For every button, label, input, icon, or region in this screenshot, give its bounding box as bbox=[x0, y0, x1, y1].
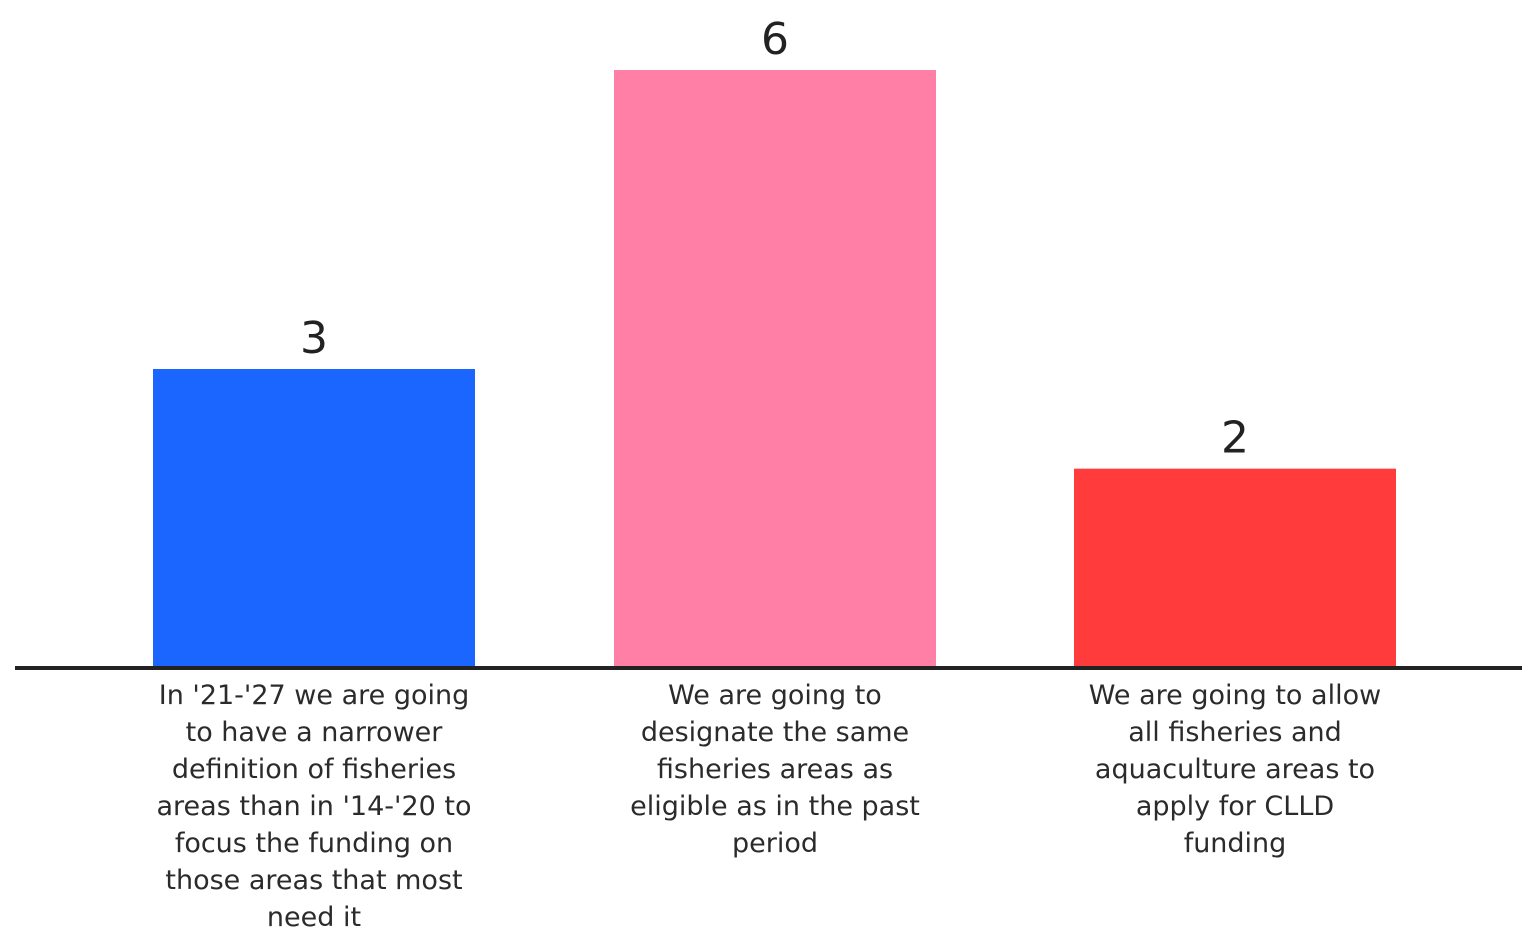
value-label-3: 2 bbox=[1221, 413, 1249, 464]
bars-group bbox=[153, 70, 1396, 668]
category-label-line: eligible as in the past bbox=[630, 791, 920, 822]
bar-1 bbox=[153, 369, 475, 668]
category-label-line: We are going to bbox=[668, 680, 882, 711]
category-label-1: In '21-'27 we are going to have a narrowe… bbox=[157, 680, 472, 928]
category-label-line: definition of fisheries bbox=[172, 754, 456, 785]
category-label-line: funding bbox=[1184, 828, 1287, 859]
category-label-line: focus the funding on bbox=[175, 828, 453, 859]
category-labels-group: In '21-'27 we are going to have a narrowe… bbox=[157, 680, 1382, 928]
category-label-line: aquaculture areas to bbox=[1095, 754, 1375, 785]
category-label-line: fisheries areas as bbox=[657, 754, 893, 785]
value-label-2: 6 bbox=[761, 14, 789, 65]
category-label-line: We are going to allow bbox=[1089, 680, 1381, 711]
category-label-line: In '21-'27 we are going bbox=[159, 680, 469, 711]
category-label-line: areas than in '14-'20 to bbox=[157, 791, 472, 822]
value-label-1: 3 bbox=[300, 313, 328, 364]
bar-2 bbox=[614, 70, 936, 668]
value-labels-group: 3 6 2 bbox=[300, 14, 1249, 464]
category-label-line: period bbox=[732, 828, 818, 859]
category-label-3: We are going to allow all fisheries and aq… bbox=[1089, 680, 1381, 859]
category-label-line: to have a narrower bbox=[186, 717, 444, 748]
category-label-line: all fisheries and bbox=[1128, 717, 1342, 748]
category-label-line: apply for CLLD bbox=[1136, 791, 1334, 822]
bar-3 bbox=[1074, 468, 1396, 668]
category-label-line: designate the same bbox=[641, 717, 909, 748]
category-label-line: need it bbox=[267, 902, 361, 928]
category-label-2: We are going to designate the same fisheri… bbox=[630, 680, 920, 859]
category-label-line: those areas that most bbox=[165, 865, 462, 896]
